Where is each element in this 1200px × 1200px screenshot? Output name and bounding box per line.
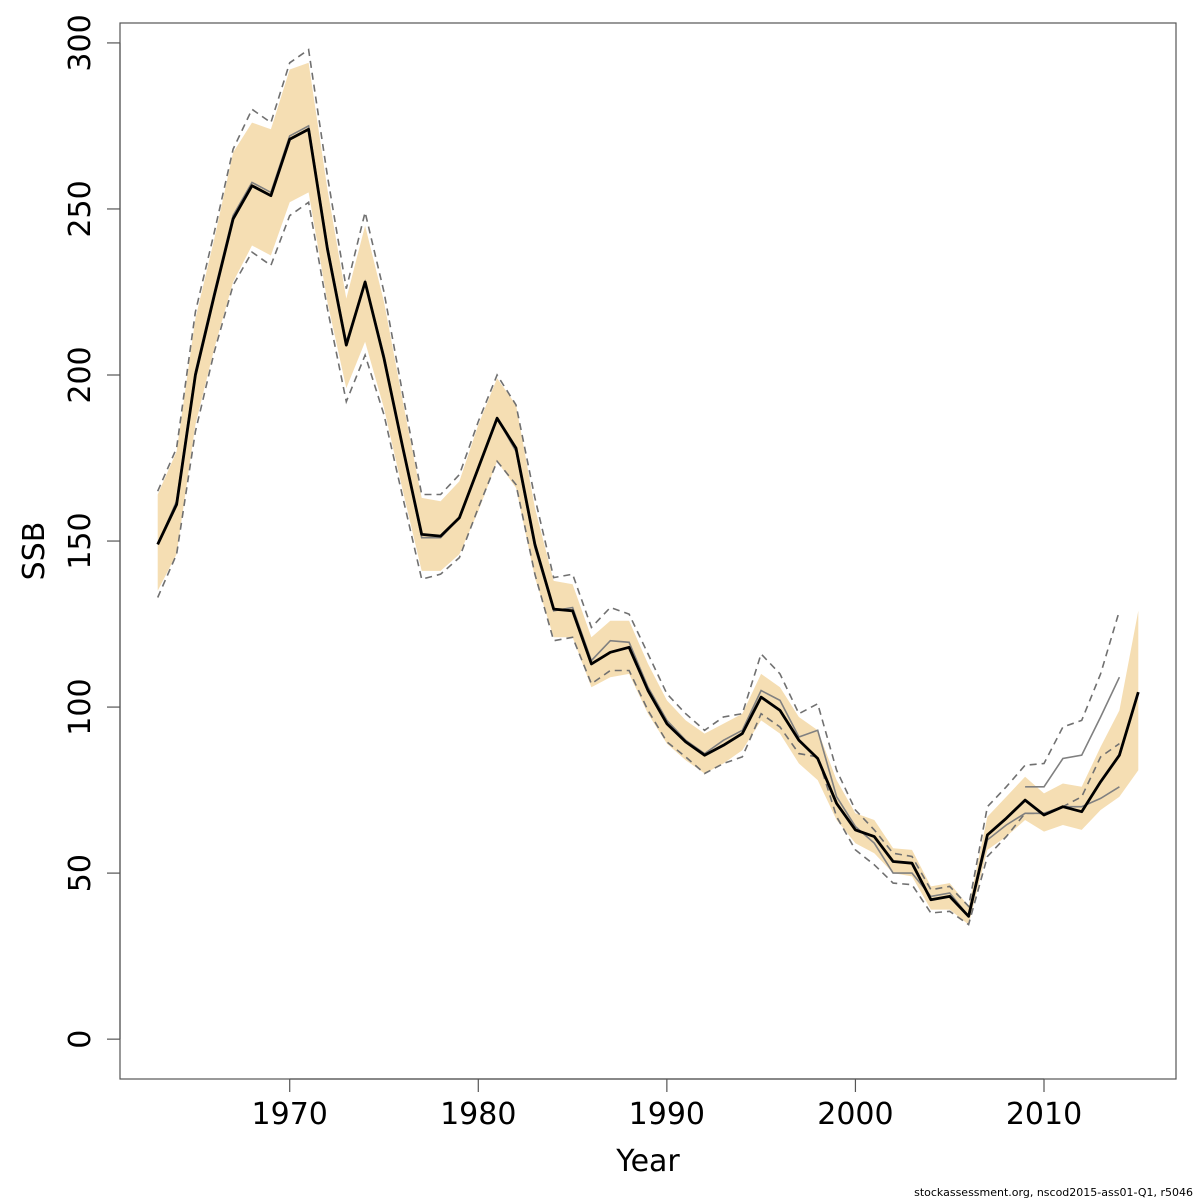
y-axis-title: SSB: [17, 522, 52, 581]
x-tick-label: 2010: [1006, 1097, 1082, 1132]
x-axis-title: Year: [615, 1144, 680, 1179]
previous-estimate-tail-line: [1025, 676, 1121, 788]
x-tick-label: 1970: [252, 1097, 328, 1132]
y-tick-label: 100: [63, 678, 98, 735]
source-footer: stockassessment.org, nscod2015-ass01-Q1,…: [914, 1186, 1193, 1199]
y-tick-label: 0: [63, 1030, 98, 1049]
x-tick-label: 1990: [629, 1097, 705, 1132]
y-tick-label: 200: [63, 346, 98, 403]
confidence-band: [157, 62, 1139, 925]
y-tick-label: 250: [63, 180, 98, 237]
ssb-estimate-line: [156, 127, 1140, 918]
y-tick-label: 150: [63, 512, 98, 569]
y-tick-label: 300: [63, 14, 98, 71]
x-tick-label: 2000: [817, 1097, 893, 1132]
y-tick-label: 50: [63, 854, 98, 892]
series-lines-layer: [156, 48, 1140, 926]
previous-ci-lower-line: [156, 200, 1120, 926]
axes-layer: 1970 1980 1990 2000 2010 0 50 100 150 200 250 300: [63, 14, 1082, 1132]
x-tick-label: 1980: [440, 1097, 516, 1132]
confidence-band-layer: [157, 62, 1139, 925]
previous-ci-upper-line: [156, 48, 1121, 908]
